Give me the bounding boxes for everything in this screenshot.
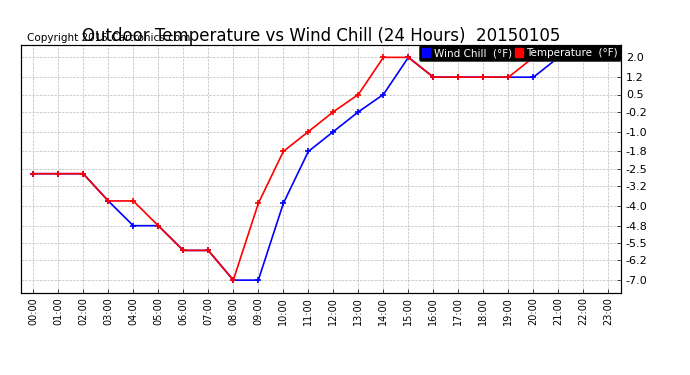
Text: Copyright 2015 Cartronics.com: Copyright 2015 Cartronics.com (27, 33, 190, 42)
Legend: Wind Chill  (°F), Temperature  (°F): Wind Chill (°F), Temperature (°F) (419, 45, 621, 61)
Title: Outdoor Temperature vs Wind Chill (24 Hours)  20150105: Outdoor Temperature vs Wind Chill (24 Ho… (81, 27, 560, 45)
